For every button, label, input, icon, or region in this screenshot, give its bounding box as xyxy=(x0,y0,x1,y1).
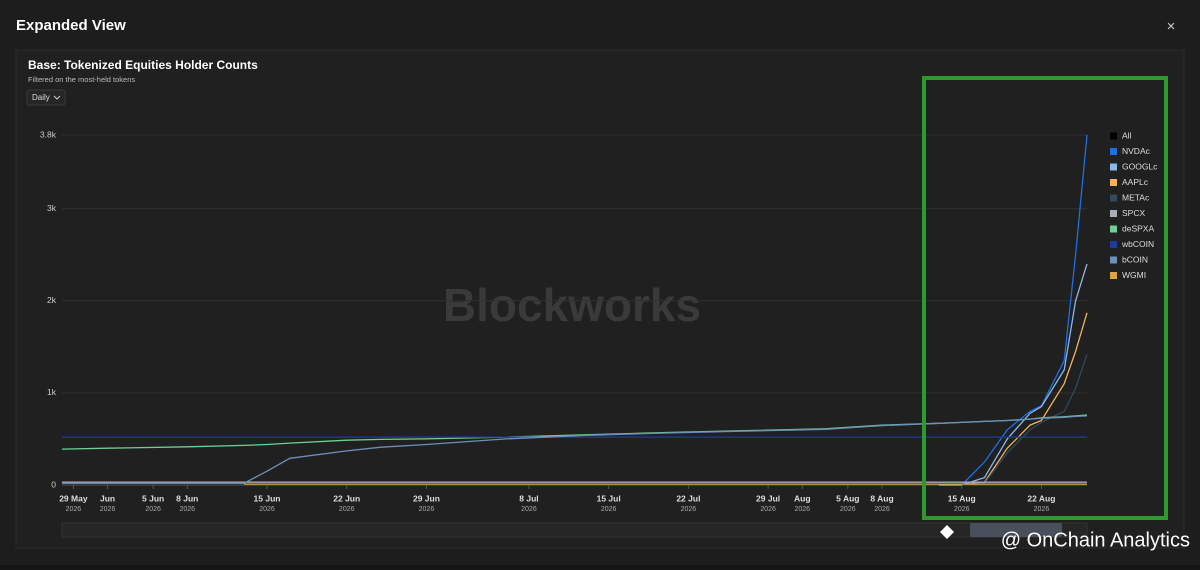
x-tick-label: 8 Jun xyxy=(176,493,198,503)
legend-label[interactable]: wbCOIN xyxy=(1121,239,1154,249)
x-tick-year: 2026 xyxy=(874,506,890,513)
x-tick-year: 2026 xyxy=(1034,506,1050,513)
credit-icon xyxy=(940,525,954,539)
legend-swatch xyxy=(1110,148,1117,155)
x-tick-year: 2026 xyxy=(339,506,355,513)
legend-label[interactable]: SPCX xyxy=(1122,208,1145,218)
x-tick-year: 2026 xyxy=(100,506,116,513)
x-tick-label: 22 Jul xyxy=(676,493,700,503)
y-tick-label: 1k xyxy=(47,387,57,397)
x-tick-label: 8 Jul xyxy=(519,493,538,503)
watermark: Blockworks xyxy=(443,279,701,331)
chart-subtitle: Filtered on the most-held tokens xyxy=(28,75,135,84)
y-tick-label: 3.8k xyxy=(40,129,57,139)
series-line xyxy=(961,353,1088,486)
x-tick-year: 2026 xyxy=(794,506,810,513)
legend-swatch xyxy=(1110,272,1117,279)
legend-label[interactable]: GOOGLc xyxy=(1122,161,1158,171)
legend-label[interactable]: deSPXA xyxy=(1122,223,1154,233)
x-tick-year: 2026 xyxy=(145,506,161,513)
x-tick-label: 29 Jun xyxy=(413,493,440,503)
x-tick-label: 29 May xyxy=(59,493,88,503)
legend-label[interactable]: bCOIN xyxy=(1122,254,1148,264)
x-tick-label: 29 Jul xyxy=(756,493,780,503)
x-tick-label: 15 Aug xyxy=(948,493,976,503)
legend-swatch xyxy=(1110,163,1117,171)
legend-swatch xyxy=(1110,132,1117,140)
close-button[interactable]: × xyxy=(1167,18,1176,35)
legend-swatch xyxy=(1110,225,1117,233)
range-scrollbar[interactable] xyxy=(61,522,1088,538)
x-tick-year: 2026 xyxy=(601,506,617,513)
range-handle[interactable] xyxy=(970,523,1062,537)
legend-swatch xyxy=(1110,194,1117,202)
chart-card xyxy=(15,49,1185,549)
x-tick-year: 2026 xyxy=(419,506,435,513)
x-tick-label: 22 Jun xyxy=(333,493,360,503)
x-tick-year: 2026 xyxy=(179,506,195,513)
highlight-box xyxy=(922,76,1168,520)
x-tick-year: 2026 xyxy=(521,506,537,513)
series-line xyxy=(62,415,1088,484)
x-tick-year: 2026 xyxy=(259,506,275,513)
x-tick-label: Aug xyxy=(794,493,811,503)
legend-swatch xyxy=(1110,241,1117,248)
plot-area: 0 1k 2k 3k 3.8k 29 May 2026 Jun 2026 5 Jun 2026 8 J… xyxy=(40,129,1088,513)
x-tick-year: 2026 xyxy=(760,506,776,513)
interval-label[interactable]: Daily xyxy=(32,93,50,102)
chart-title: Base: Tokenized Equities Holder Counts xyxy=(28,58,258,72)
x-tick-label: 5 Jun xyxy=(142,493,164,503)
x-tick-label: 15 Jul xyxy=(597,493,621,503)
legend-label[interactable]: NVDAc xyxy=(1122,146,1151,156)
legend-label[interactable]: AAPLc xyxy=(1122,177,1149,187)
x-tick-label: Jun xyxy=(100,493,115,503)
dropdown-chevron xyxy=(53,95,61,100)
legend-label[interactable]: WGMI xyxy=(1122,270,1146,280)
legend-swatch xyxy=(1110,256,1117,264)
y-tick-label: 3k xyxy=(47,203,57,213)
modal-title: Expanded View xyxy=(16,17,126,34)
x-tick-label: 22 Aug xyxy=(1027,493,1055,503)
series-line xyxy=(938,134,1088,486)
x-tick-label: 15 Jun xyxy=(254,493,281,503)
overlay-credit: @ OnChain Analytics xyxy=(1001,529,1190,551)
legend-swatch xyxy=(1110,210,1117,217)
legend-swatch xyxy=(1110,179,1117,186)
legend-label[interactable]: METAc xyxy=(1122,192,1150,202)
x-tick-year: 2026 xyxy=(954,506,970,513)
x-tick-label: 5 Aug xyxy=(836,493,859,503)
x-tick-year: 2026 xyxy=(840,506,856,513)
series-line xyxy=(961,312,1088,486)
interval-dropdown[interactable] xyxy=(26,89,66,106)
y-tick-label: 2k xyxy=(47,295,57,305)
x-tick-label: 8 Aug xyxy=(870,493,893,503)
legend-label[interactable]: All xyxy=(1122,130,1132,140)
y-tick-label: 0 xyxy=(51,479,56,489)
x-tick-year: 2026 xyxy=(66,506,82,513)
x-tick-year: 2026 xyxy=(681,506,697,513)
